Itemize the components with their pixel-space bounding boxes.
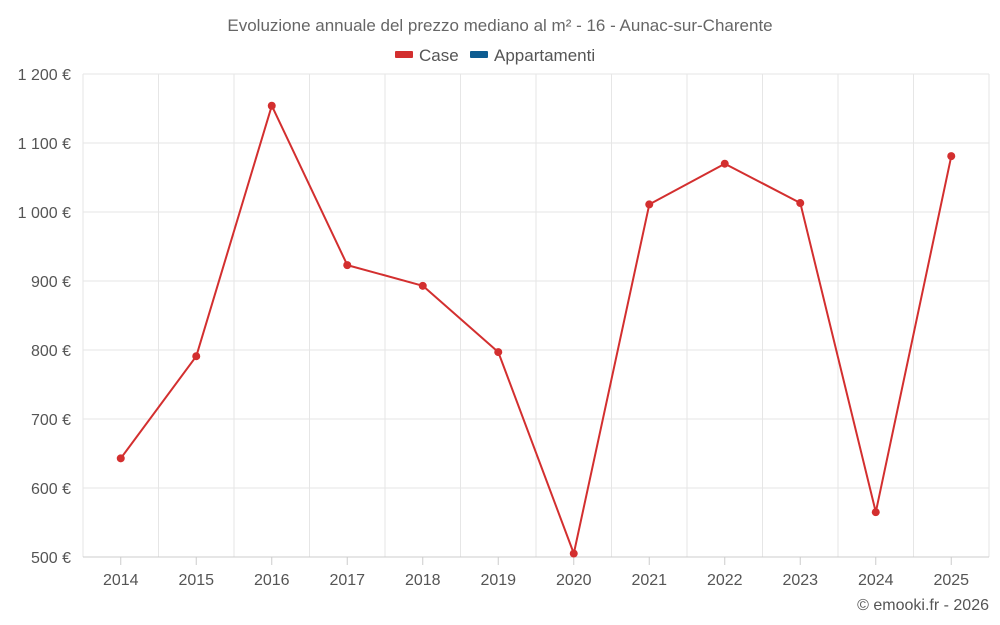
x-tick-label: 2015 [178,572,214,589]
data-point[interactable] [645,200,654,209]
y-tick-label: 600 € [31,481,71,498]
x-tick-label: 2023 [782,572,818,589]
x-tick-label: 2018 [405,572,441,589]
data-point[interactable] [947,152,956,161]
data-point[interactable] [871,508,880,517]
legend-swatch-appartamenti [470,51,488,58]
y-tick-label: 1 100 € [18,136,71,153]
x-axis: 2014 2015 2016 2017 2018 2019 2020 2021 2022 2023… [83,556,989,589]
y-tick-label: 800 € [31,343,71,360]
legend-item-appartamenti[interactable]: Appartamenti [470,46,595,65]
grid [82,73,990,557]
y-tick-label: 900 € [31,274,71,291]
legend-label-case: Case [419,46,459,65]
y-tick-label: 1 000 € [18,205,71,222]
series-layer [116,101,956,558]
x-tick-label: 2021 [631,572,667,589]
y-tick-label: 1 200 € [18,67,71,84]
legend-label-appartamenti: Appartamenti [494,46,595,65]
data-point[interactable] [192,352,201,361]
x-tick-label: 2020 [556,572,592,589]
legend: Case Appartamenti [395,46,595,65]
legend-swatch-case [395,51,413,58]
x-tick-label: 2024 [858,572,894,589]
credit: © emooki.fr - 2026 [857,597,989,614]
legend-item-case[interactable]: Case [395,46,459,65]
data-point[interactable] [494,348,503,357]
data-point[interactable] [720,159,729,168]
chart-title: Evoluzione annuale del prezzo mediano al… [227,16,772,35]
y-tick-label: 500 € [31,550,71,567]
x-tick-label: 2014 [103,572,139,589]
x-tick-label: 2016 [254,572,290,589]
x-tick-label: 2025 [933,572,969,589]
y-tick-label: 700 € [31,412,71,429]
data-point[interactable] [569,549,578,558]
data-point[interactable] [267,101,276,110]
data-point[interactable] [116,454,125,463]
x-tick-label: 2017 [329,572,365,589]
x-tick-label: 2019 [480,572,516,589]
data-point[interactable] [796,199,805,208]
x-tick-label: 2022 [707,572,743,589]
y-axis: 500 € 600 € 700 € 800 € 900 € 1 000 € 1 100 € 1… [18,67,71,567]
data-point[interactable] [343,261,352,270]
series-line-case [119,104,953,555]
data-point[interactable] [418,281,427,290]
